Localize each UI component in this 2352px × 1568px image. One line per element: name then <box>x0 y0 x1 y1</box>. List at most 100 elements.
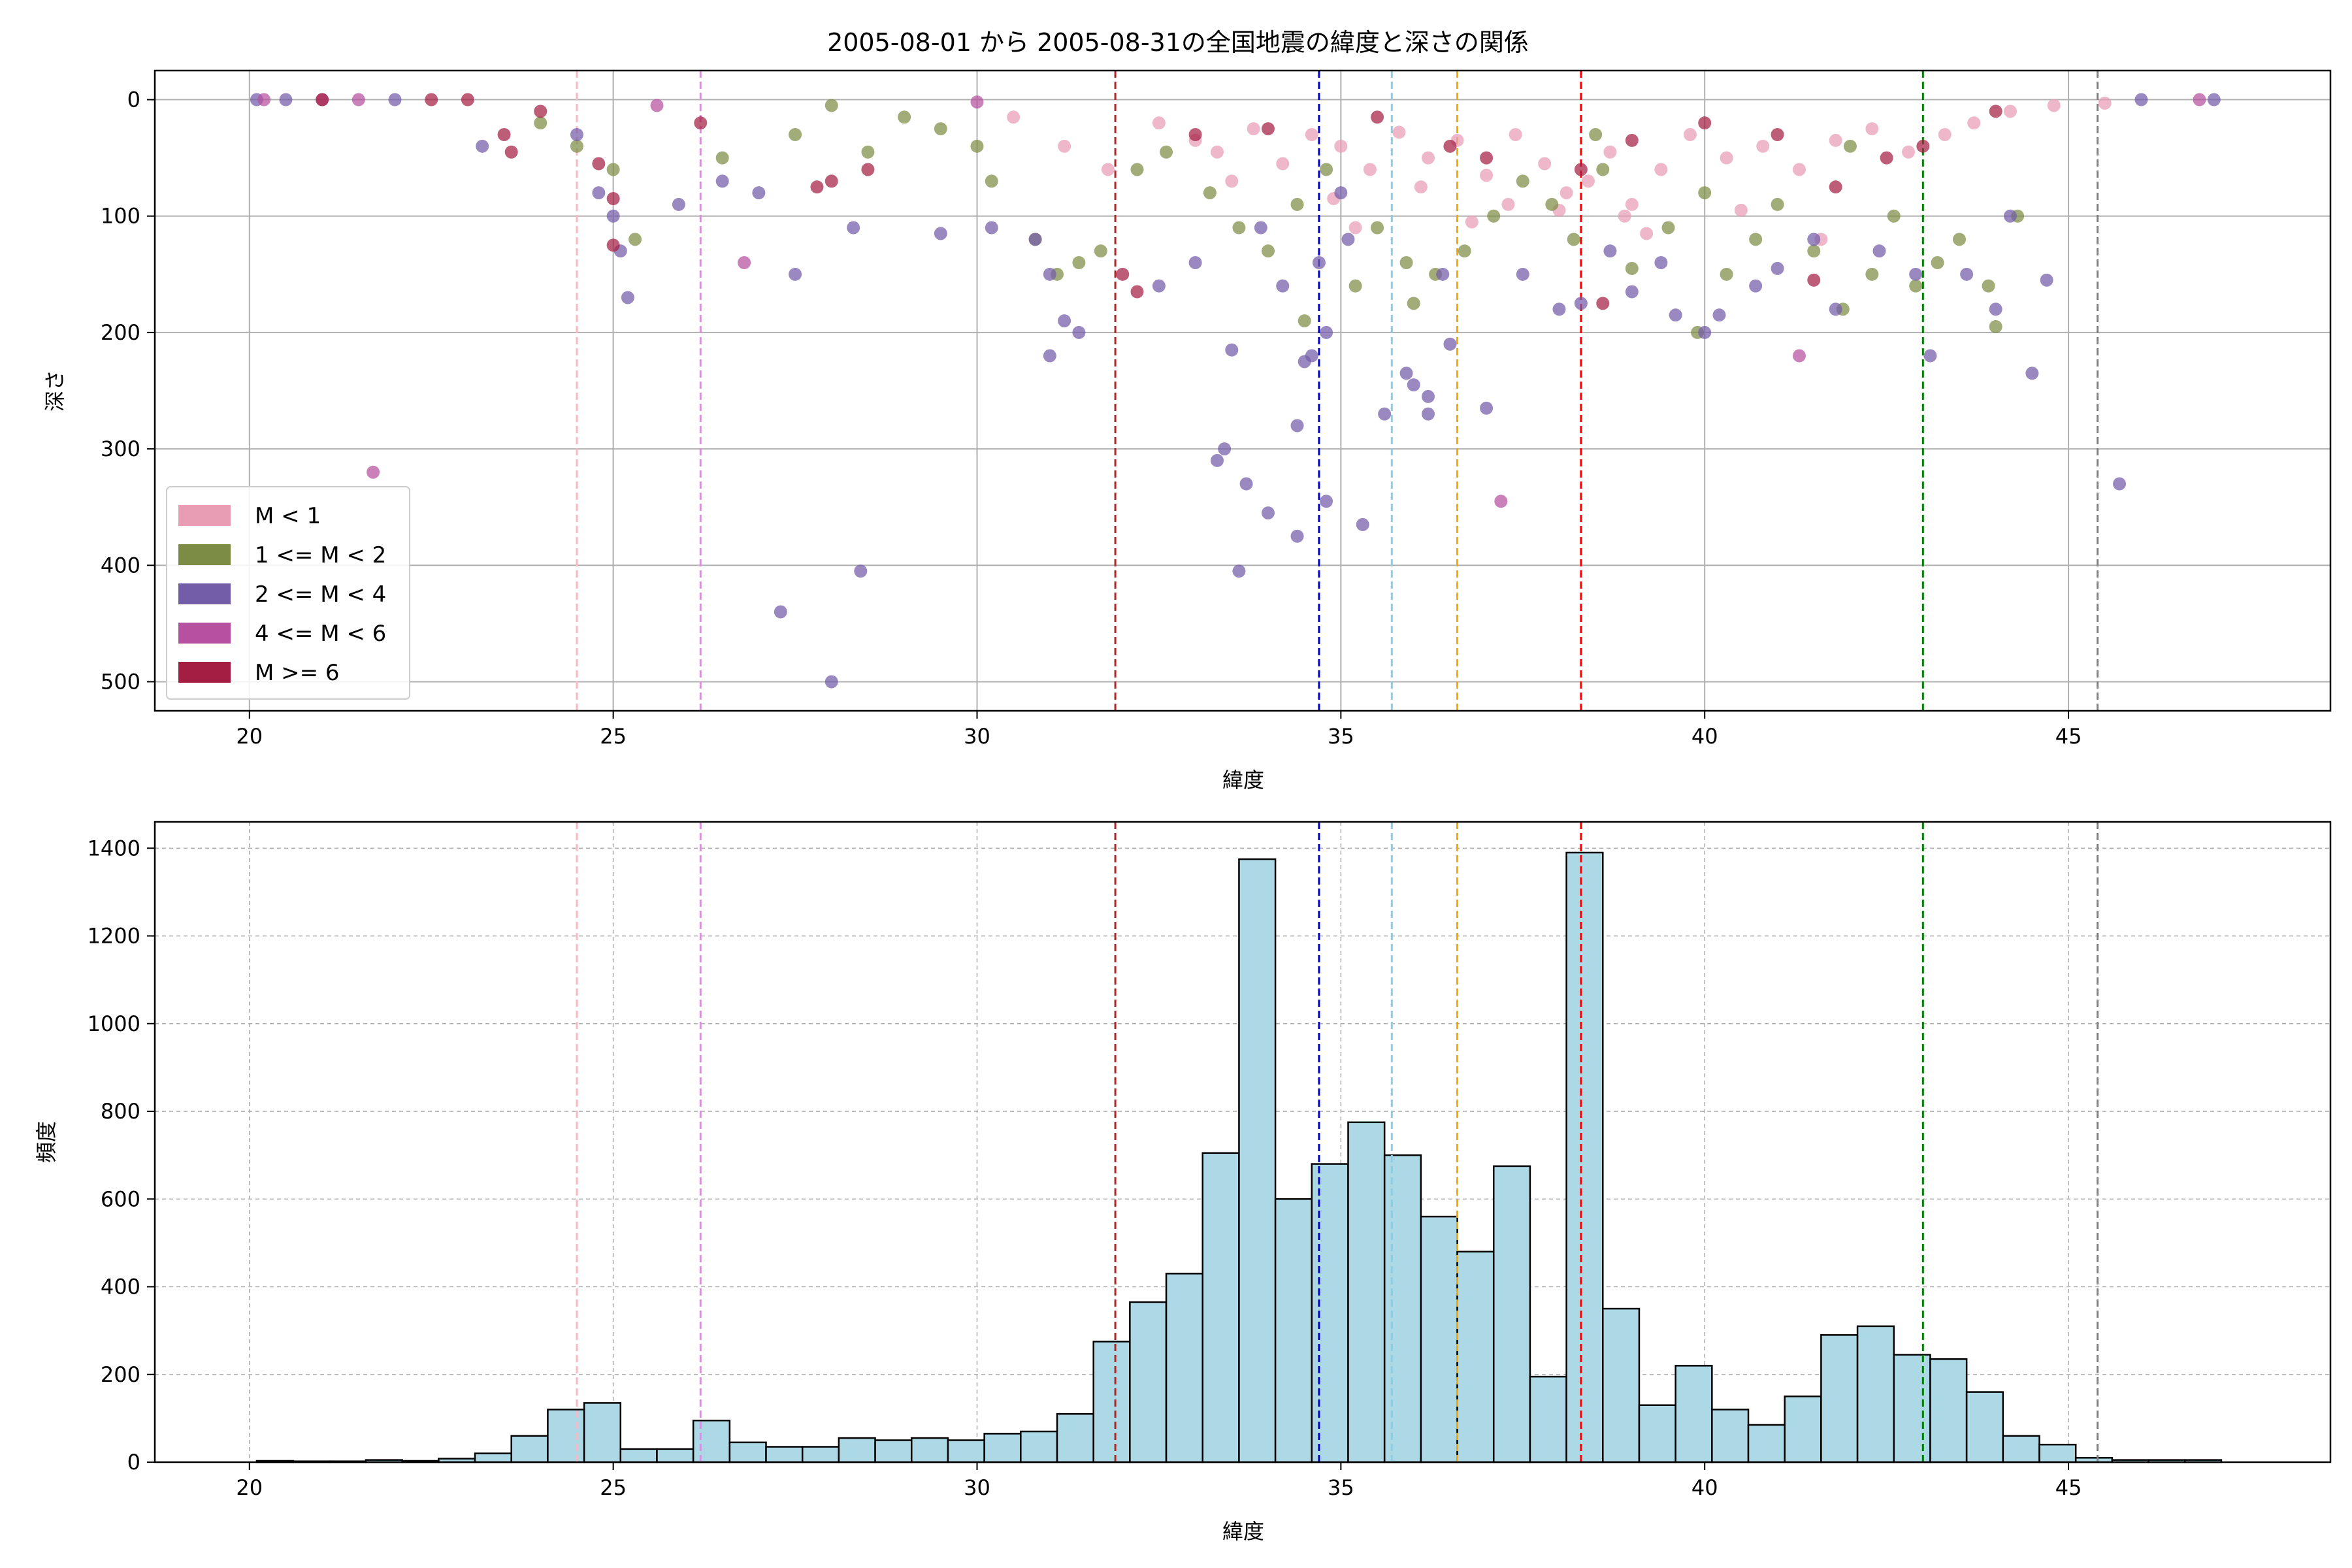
scatter-point <box>1043 267 1056 281</box>
scatter-point <box>1931 256 1944 269</box>
scatter-point <box>1290 529 1304 543</box>
scatter-point <box>1363 163 1377 176</box>
histogram-bar <box>1602 1307 1641 1463</box>
scatter-point <box>1188 128 1202 141</box>
scatter-point <box>2003 105 2017 118</box>
scatter-point <box>1414 180 1428 194</box>
scatter-point <box>1902 145 1916 159</box>
scatter-point <box>592 157 606 171</box>
scatter-point <box>1829 302 1842 316</box>
scatter-point <box>2113 477 2127 491</box>
histogram-bar <box>1056 1413 1094 1463</box>
scatter-series-1 <box>534 99 2025 339</box>
scatter-point <box>1989 320 2002 333</box>
scatter-point <box>1232 221 1246 235</box>
scatter-point <box>1130 163 1144 176</box>
legend-swatch <box>178 544 231 565</box>
histogram-bar <box>656 1448 694 1463</box>
scatter-point <box>1101 163 1115 176</box>
scatter-point <box>1007 110 1021 124</box>
histogram-bar <box>1965 1391 2004 1463</box>
scatter-point <box>1669 308 1682 322</box>
scatter-point <box>715 151 729 165</box>
scatter-point <box>1625 197 1639 211</box>
scatter-point <box>570 139 583 153</box>
scatter-point <box>1232 564 1246 578</box>
histogram-frame <box>154 821 2332 1463</box>
scatter-point <box>461 93 474 106</box>
scatter-point <box>592 186 606 200</box>
scatter-point <box>854 564 868 578</box>
histogram-bar <box>1274 1198 1313 1463</box>
scatter-point <box>1625 285 1639 299</box>
scatter-point <box>1982 279 1995 293</box>
histogram-bar <box>874 1439 913 1463</box>
scatter-point <box>1480 401 1494 415</box>
scatter-point <box>672 197 685 211</box>
scatter-point <box>621 291 634 304</box>
scatter-point <box>1720 151 1733 165</box>
scatter-point <box>1261 122 1275 136</box>
scatter-point <box>1654 163 1668 176</box>
scatter-point <box>1043 349 1056 363</box>
scatter-point <box>1654 256 1668 269</box>
scatter-point <box>2047 99 2061 112</box>
scatter-point <box>1392 125 1406 139</box>
scatter-point <box>1625 261 1639 275</box>
histogram-bar <box>801 1446 840 1463</box>
histogram-x-axis: 20 25 30 35 40 45 <box>236 1462 2082 1500</box>
histogram-bar <box>1711 1409 1750 1463</box>
scatter-point <box>606 238 620 252</box>
scatter-ytick-label: 400 <box>101 553 140 578</box>
scatter-point <box>1989 302 2002 316</box>
scatter-xlabel: 緯度 <box>1222 768 1264 792</box>
scatter-point <box>1552 302 1566 316</box>
scatter-point <box>1843 139 1857 153</box>
scatter-point <box>1712 308 1726 322</box>
histogram-bar <box>1565 851 1604 1463</box>
histogram-bar <box>1929 1358 1968 1463</box>
scatter-point <box>1480 151 1494 165</box>
scatter-point <box>1734 203 1748 217</box>
scatter-point <box>985 221 998 235</box>
histogram-bar <box>1747 1424 1786 1463</box>
scatter-point <box>738 256 751 269</box>
hist-xtick-label: 20 <box>236 1475 263 1500</box>
scatter-point <box>570 128 583 141</box>
scatter-point <box>1188 256 1202 269</box>
scatter-point <box>1567 233 1580 246</box>
scatter-point <box>752 186 766 200</box>
scatter-point <box>1152 279 1166 293</box>
scatter-point <box>534 116 547 130</box>
scatter-point <box>1771 261 1784 275</box>
scatter-point <box>1771 197 1784 211</box>
legend-swatch <box>178 662 231 683</box>
legend-swatch <box>178 623 231 644</box>
scatter-point <box>1072 325 1086 339</box>
scatter-point <box>1501 197 1515 211</box>
histogram-bar <box>1784 1396 1822 1463</box>
scatter-point <box>1880 151 1893 165</box>
scatter-point <box>1407 297 1420 310</box>
scatter-point <box>789 128 802 141</box>
histogram-bar <box>1820 1334 1859 1463</box>
histogram-bars <box>255 851 2223 1463</box>
scatter-point <box>1480 169 1494 182</box>
scatter-point <box>1865 267 1879 281</box>
hist-ytick-label: 600 <box>101 1186 140 1211</box>
histogram-bar <box>1238 858 1277 1463</box>
scatter-point <box>1596 163 1610 176</box>
scatter-point <box>898 110 911 124</box>
scatter-point <box>1749 233 1763 246</box>
scatter-point <box>2207 93 2221 106</box>
scatter-point <box>1239 477 1253 491</box>
scatter-point <box>985 174 998 188</box>
scatter-point <box>825 675 838 689</box>
scatter-point <box>1436 267 1450 281</box>
histogram-bar <box>1856 1325 1895 1463</box>
scatter-point <box>367 465 380 479</box>
scatter-point <box>650 99 664 112</box>
legend-label: M < 1 <box>255 503 321 529</box>
scatter-point <box>1698 186 1712 200</box>
